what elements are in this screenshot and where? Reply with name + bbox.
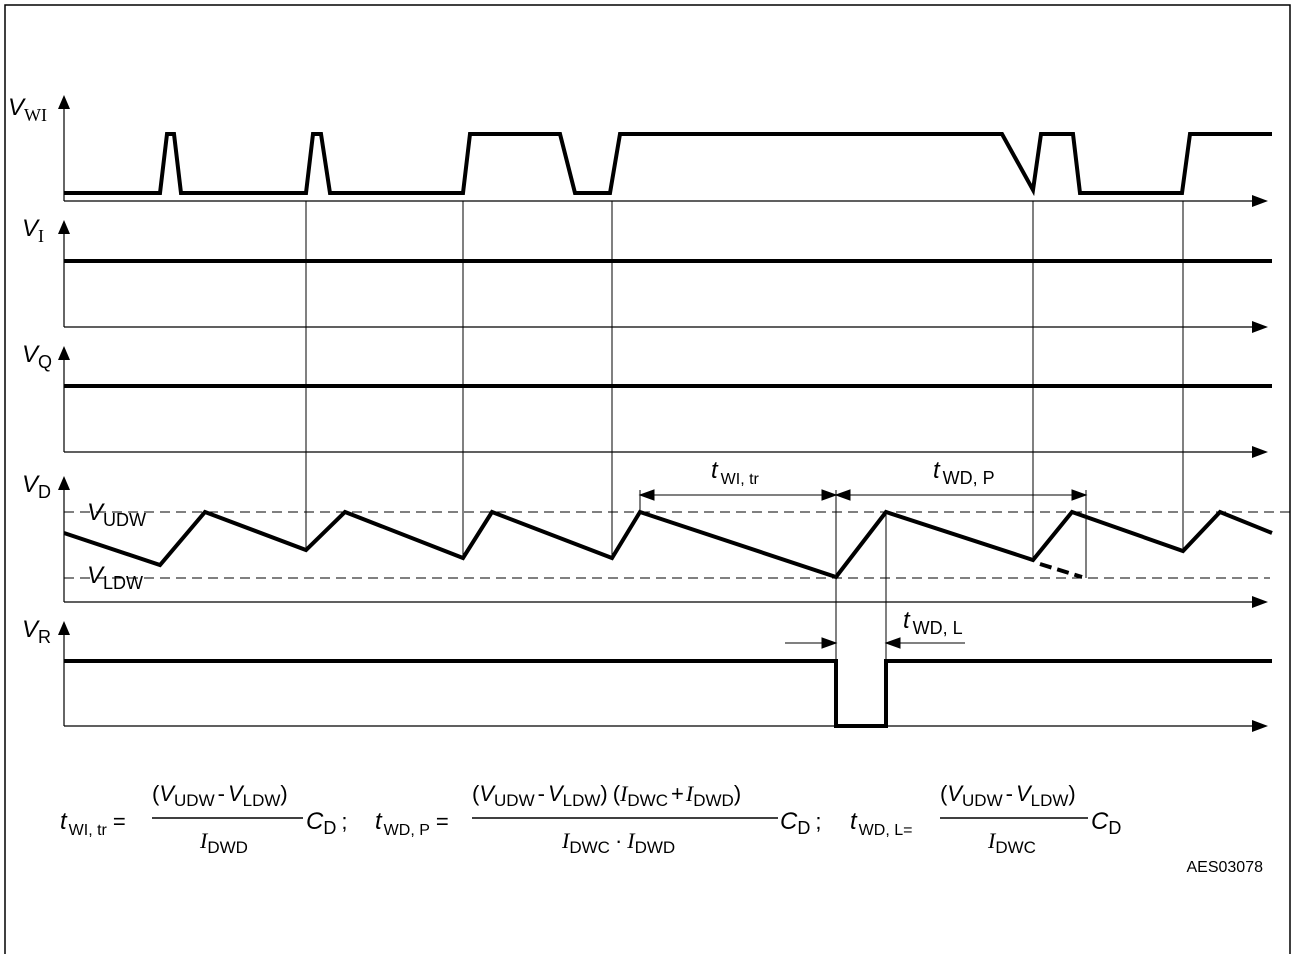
vldw-label: VLDW bbox=[87, 562, 143, 593]
formula-3-factor: CD bbox=[1091, 808, 1121, 838]
vr-waveform bbox=[64, 659, 1272, 728]
vd-label: VD bbox=[22, 471, 51, 502]
formula-1-numerator: (VUDW - VLDW) bbox=[152, 781, 288, 810]
t-wi-tr-arrow-right bbox=[821, 489, 838, 501]
vwi-label: VWI bbox=[8, 94, 47, 125]
t-wd-p-arrow-left bbox=[834, 489, 851, 501]
vi-time-arrow bbox=[1252, 321, 1268, 333]
waveforms bbox=[63, 132, 1273, 728]
timing-dimensions bbox=[638, 489, 1088, 649]
vwi-waveform bbox=[64, 132, 1272, 197]
vwi-y-arrow bbox=[58, 95, 70, 109]
t-wd-l-label: t WD, L bbox=[903, 607, 963, 638]
threshold-lines bbox=[64, 511, 1295, 579]
t-wi-tr-label: t WI, tr bbox=[711, 457, 760, 488]
t-wd-l-arrow-left bbox=[821, 637, 838, 649]
t-wd-p-arrow-right bbox=[1071, 489, 1088, 501]
vi-y-arrow bbox=[58, 220, 70, 234]
vd-extrapolation bbox=[1039, 562, 1083, 579]
figure-id: AES03078 bbox=[1186, 859, 1263, 876]
formula-3-lhs: t WD, L= bbox=[850, 808, 912, 839]
vr-y-arrow bbox=[58, 621, 70, 635]
vq-label: VQ bbox=[22, 341, 52, 372]
vr-label: VR bbox=[22, 616, 51, 647]
formula-2-denominator: IDWC · IDWD bbox=[561, 828, 675, 857]
t-wd-p-label: t WD, P bbox=[933, 457, 995, 488]
t-wi-tr-arrow-left bbox=[638, 489, 655, 501]
vq-time-arrow bbox=[1252, 446, 1268, 458]
vwi-time-arrow bbox=[1252, 195, 1268, 207]
vq-y-arrow bbox=[58, 346, 70, 360]
vi-label: VI bbox=[22, 215, 44, 246]
formulas: t WI, tr = (VUDW - VLDW) IDWD CD; t WD, P = (V… bbox=[60, 781, 1121, 857]
formula-3-denominator: IDWC bbox=[987, 828, 1036, 857]
vr-time-arrow bbox=[1252, 720, 1268, 732]
vd-waveform bbox=[63, 509, 1273, 580]
formula-1-denominator: IDWD bbox=[199, 828, 248, 857]
formula-t-wd-p: t WD, P = (VUDW - VLDW) (IDWC +IDWD) IDWC · IDWD… bbox=[375, 781, 821, 857]
formula-t-wd-l: t WD, L= (VUDW - VLDW) IDWC CD bbox=[850, 781, 1121, 857]
axes bbox=[58, 95, 1268, 732]
figure-frame bbox=[4, 4, 1291, 954]
signal-labels: VWI VI VQ VD VR VUDW VLDW t WI, tr t WD, P… bbox=[8, 94, 995, 647]
formula-1-lhs: t WI, tr = bbox=[60, 808, 126, 839]
vd-time-arrow bbox=[1252, 596, 1268, 608]
formula-2-lhs: t WD, P = bbox=[375, 808, 449, 839]
formula-2-numerator: (VUDW - VLDW) (IDWC +IDWD) bbox=[472, 781, 741, 810]
formula-t-wi-tr: t WI, tr = (VUDW - VLDW) IDWD CD; bbox=[60, 781, 347, 857]
vudw-label: VUDW bbox=[87, 499, 146, 530]
formula-3-numerator: (VUDW - VLDW) bbox=[940, 781, 1076, 810]
vd-y-arrow bbox=[58, 476, 70, 490]
formula-2-factor: CD; bbox=[780, 808, 821, 838]
formula-1-factor: CD; bbox=[306, 808, 347, 838]
event-lines bbox=[305, 201, 1184, 726]
t-wd-l-arrow-right bbox=[884, 637, 901, 649]
